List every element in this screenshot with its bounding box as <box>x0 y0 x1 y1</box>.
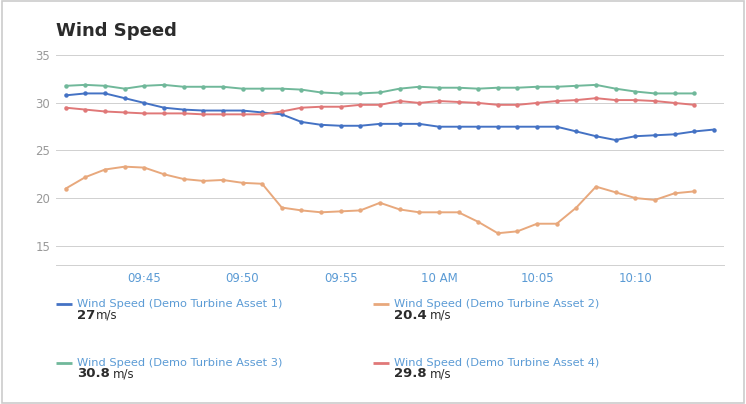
Text: m/s: m/s <box>430 309 451 322</box>
Text: m/s: m/s <box>430 367 451 380</box>
Text: 27: 27 <box>77 309 95 322</box>
Text: 20.4: 20.4 <box>394 309 427 322</box>
Text: Wind Speed (Demo Turbine Asset 1): Wind Speed (Demo Turbine Asset 1) <box>77 299 282 309</box>
Text: Wind Speed (Demo Turbine Asset 3): Wind Speed (Demo Turbine Asset 3) <box>77 358 282 368</box>
Text: Wind Speed (Demo Turbine Asset 2): Wind Speed (Demo Turbine Asset 2) <box>394 299 599 309</box>
Text: m/s: m/s <box>113 367 134 380</box>
Text: Wind Speed: Wind Speed <box>56 22 177 40</box>
Text: 30.8: 30.8 <box>77 367 110 380</box>
Text: 29.8: 29.8 <box>394 367 427 380</box>
Text: Wind Speed (Demo Turbine Asset 4): Wind Speed (Demo Turbine Asset 4) <box>394 358 599 368</box>
Text: m/s: m/s <box>96 309 118 322</box>
